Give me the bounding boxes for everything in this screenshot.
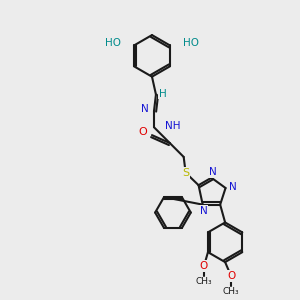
Text: O: O (227, 271, 235, 281)
Text: HO: HO (183, 38, 199, 47)
Text: N: N (141, 104, 149, 114)
Text: CH₃: CH₃ (196, 278, 212, 286)
Text: HO: HO (105, 38, 121, 49)
Text: S: S (182, 168, 189, 178)
Text: N: N (200, 206, 208, 216)
Text: N: N (208, 167, 216, 177)
Text: H: H (159, 88, 167, 98)
Text: CH₃: CH₃ (223, 287, 239, 296)
Text: NH: NH (165, 121, 180, 131)
Text: O: O (200, 261, 208, 271)
Text: O: O (138, 127, 147, 137)
Text: N: N (229, 182, 236, 192)
